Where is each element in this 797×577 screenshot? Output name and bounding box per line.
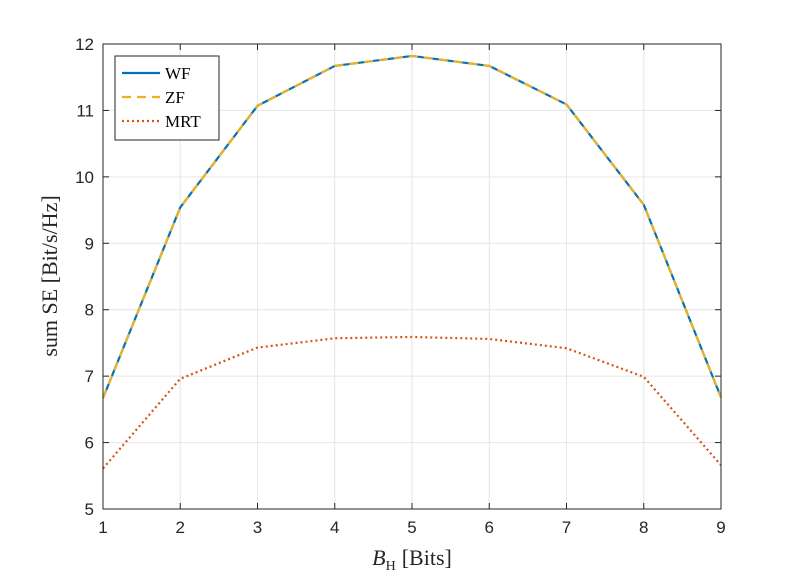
x-tick-label: 9 bbox=[716, 518, 725, 537]
y-tick-label: 5 bbox=[85, 500, 94, 519]
y-tick-label: 12 bbox=[75, 35, 94, 54]
x-tick-label: 6 bbox=[485, 518, 494, 537]
x-tick-label: 2 bbox=[176, 518, 185, 537]
x-axis-label-symbol: B bbox=[372, 545, 385, 570]
y-axis-label: sum SE [Bit/s/Hz] bbox=[37, 195, 62, 356]
x-axis-label-subscript: H bbox=[386, 559, 396, 574]
y-tick-label: 7 bbox=[85, 367, 94, 386]
x-axis-label: BH [Bits] bbox=[372, 545, 452, 574]
y-tick-label: 8 bbox=[85, 301, 94, 320]
x-axis-label-unit: [Bits] bbox=[402, 545, 452, 570]
x-tick-label: 7 bbox=[562, 518, 571, 537]
y-tick-label: 10 bbox=[75, 168, 94, 187]
legend-label-wf: WF bbox=[165, 64, 191, 83]
y-tick-label: 9 bbox=[85, 234, 94, 253]
y-tick-label: 6 bbox=[85, 434, 94, 453]
legend-box bbox=[114, 55, 220, 141]
x-tick-label: 5 bbox=[407, 518, 416, 537]
x-tick-label: 4 bbox=[330, 518, 339, 537]
legend: WF ZF MRT bbox=[114, 55, 220, 141]
legend-label-mrt: MRT bbox=[165, 112, 201, 131]
y-tick-label: 11 bbox=[76, 101, 94, 120]
x-tick-label: 3 bbox=[253, 518, 262, 537]
legend-label-zf: ZF bbox=[165, 88, 185, 107]
x-tick-label: 1 bbox=[98, 518, 107, 537]
x-tick-label: 8 bbox=[639, 518, 648, 537]
